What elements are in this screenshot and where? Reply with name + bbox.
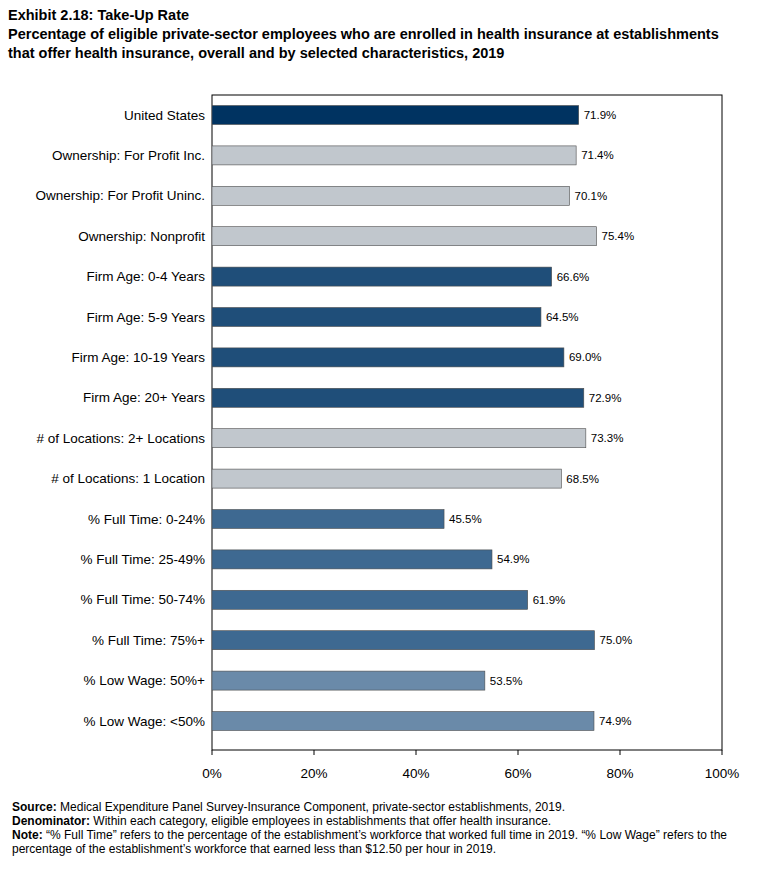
category-label: Ownership: For Profit Inc. [52,148,205,163]
subtitle: Percentage of eligible private-sector em… [8,25,746,63]
bar [212,712,594,731]
data-label: 66.6% [557,271,590,283]
data-label: 71.9% [584,109,617,121]
category-label: United States [124,108,205,123]
data-label: 69.0% [569,351,602,363]
data-label: 74.9% [599,715,632,727]
data-label: 54.9% [497,553,530,565]
bar [212,510,444,529]
tick-label: 20% [300,766,327,781]
bar [212,308,541,327]
note-text: “% Full Time” refers to the percentage o… [12,828,727,856]
tick-label: 0% [202,766,222,781]
tick-label: 80% [606,766,633,781]
data-label: 70.1% [575,190,608,202]
category-label: Firm Age: 10-19 Years [71,350,205,365]
tick [620,750,621,755]
bar [212,388,584,407]
note-label: Source: [12,800,57,814]
category-label: Firm Age: 0-4 Years [86,269,205,284]
tick-label: 60% [504,766,531,781]
data-label: 71.4% [581,149,614,161]
data-label: 61.9% [533,594,566,606]
category-label: % Low Wage: 50%+ [84,673,206,688]
data-label: 64.5% [546,311,579,323]
data-label: 45.5% [449,513,482,525]
tick-label: 100% [705,766,740,781]
note-label: Note: [12,828,43,842]
bars [212,106,597,731]
data-label: 75.4% [602,230,635,242]
category-label: % Full Time: 50-74% [80,592,205,607]
tick [416,750,417,755]
tick [314,750,315,755]
bar [212,469,561,488]
category-label: % Low Wage: <50% [84,714,205,729]
data-label: 53.5% [490,675,523,687]
plot-frame [212,95,722,750]
tick [722,750,723,755]
x-axis: 0% 20% 40% 60% 80% 100% [202,750,739,781]
bar [212,429,586,448]
tick-label: 40% [402,766,429,781]
tick [212,750,213,755]
note: Note: “% Full Time” refers to the percen… [12,828,747,856]
bar [212,590,528,609]
category-label: # of Locations: 2+ Locations [37,431,206,446]
bar [212,550,492,569]
title: Exhibit 2.18: Take-Up Rate [8,6,748,25]
notes: Source: Medical Expenditure Panel Survey… [12,800,747,856]
data-label: 73.3% [591,432,624,444]
category-label: Ownership: Nonprofit [78,229,205,244]
data-label: 75.0% [600,634,633,646]
category-label: % Full Time: 75%+ [92,633,205,648]
bar [212,348,564,367]
chart: United States 71.9% Ownership: For Profit … [0,0,758,883]
bar [212,146,576,165]
note-text: Medical Expenditure Panel Survey-Insuran… [60,800,565,814]
category-label: Firm Age: 20+ Years [83,390,205,405]
bar [212,671,485,690]
category-label: % Full Time: 0-24% [88,512,205,527]
tick [518,750,519,755]
note: Denominator: Within each category, eligi… [12,814,747,828]
category-label: Ownership: For Profit Uninc. [35,188,205,203]
bar [212,106,579,125]
bar [212,631,595,650]
bar [212,186,570,205]
note: Source: Medical Expenditure Panel Survey… [12,800,747,814]
note-text: Within each category, eligible employees… [93,814,551,828]
bar [212,267,552,286]
data-label: 68.5% [566,473,599,485]
category-label: # of Locations: 1 Location [51,471,205,486]
labels: United States 71.9% Ownership: For Profit … [35,108,634,729]
category-label: Firm Age: 5-9 Years [86,310,205,325]
note-label: Denominator: [12,814,90,828]
category-label: % Full Time: 25-49% [80,552,205,567]
bar [212,227,597,246]
data-label: 72.9% [589,392,622,404]
